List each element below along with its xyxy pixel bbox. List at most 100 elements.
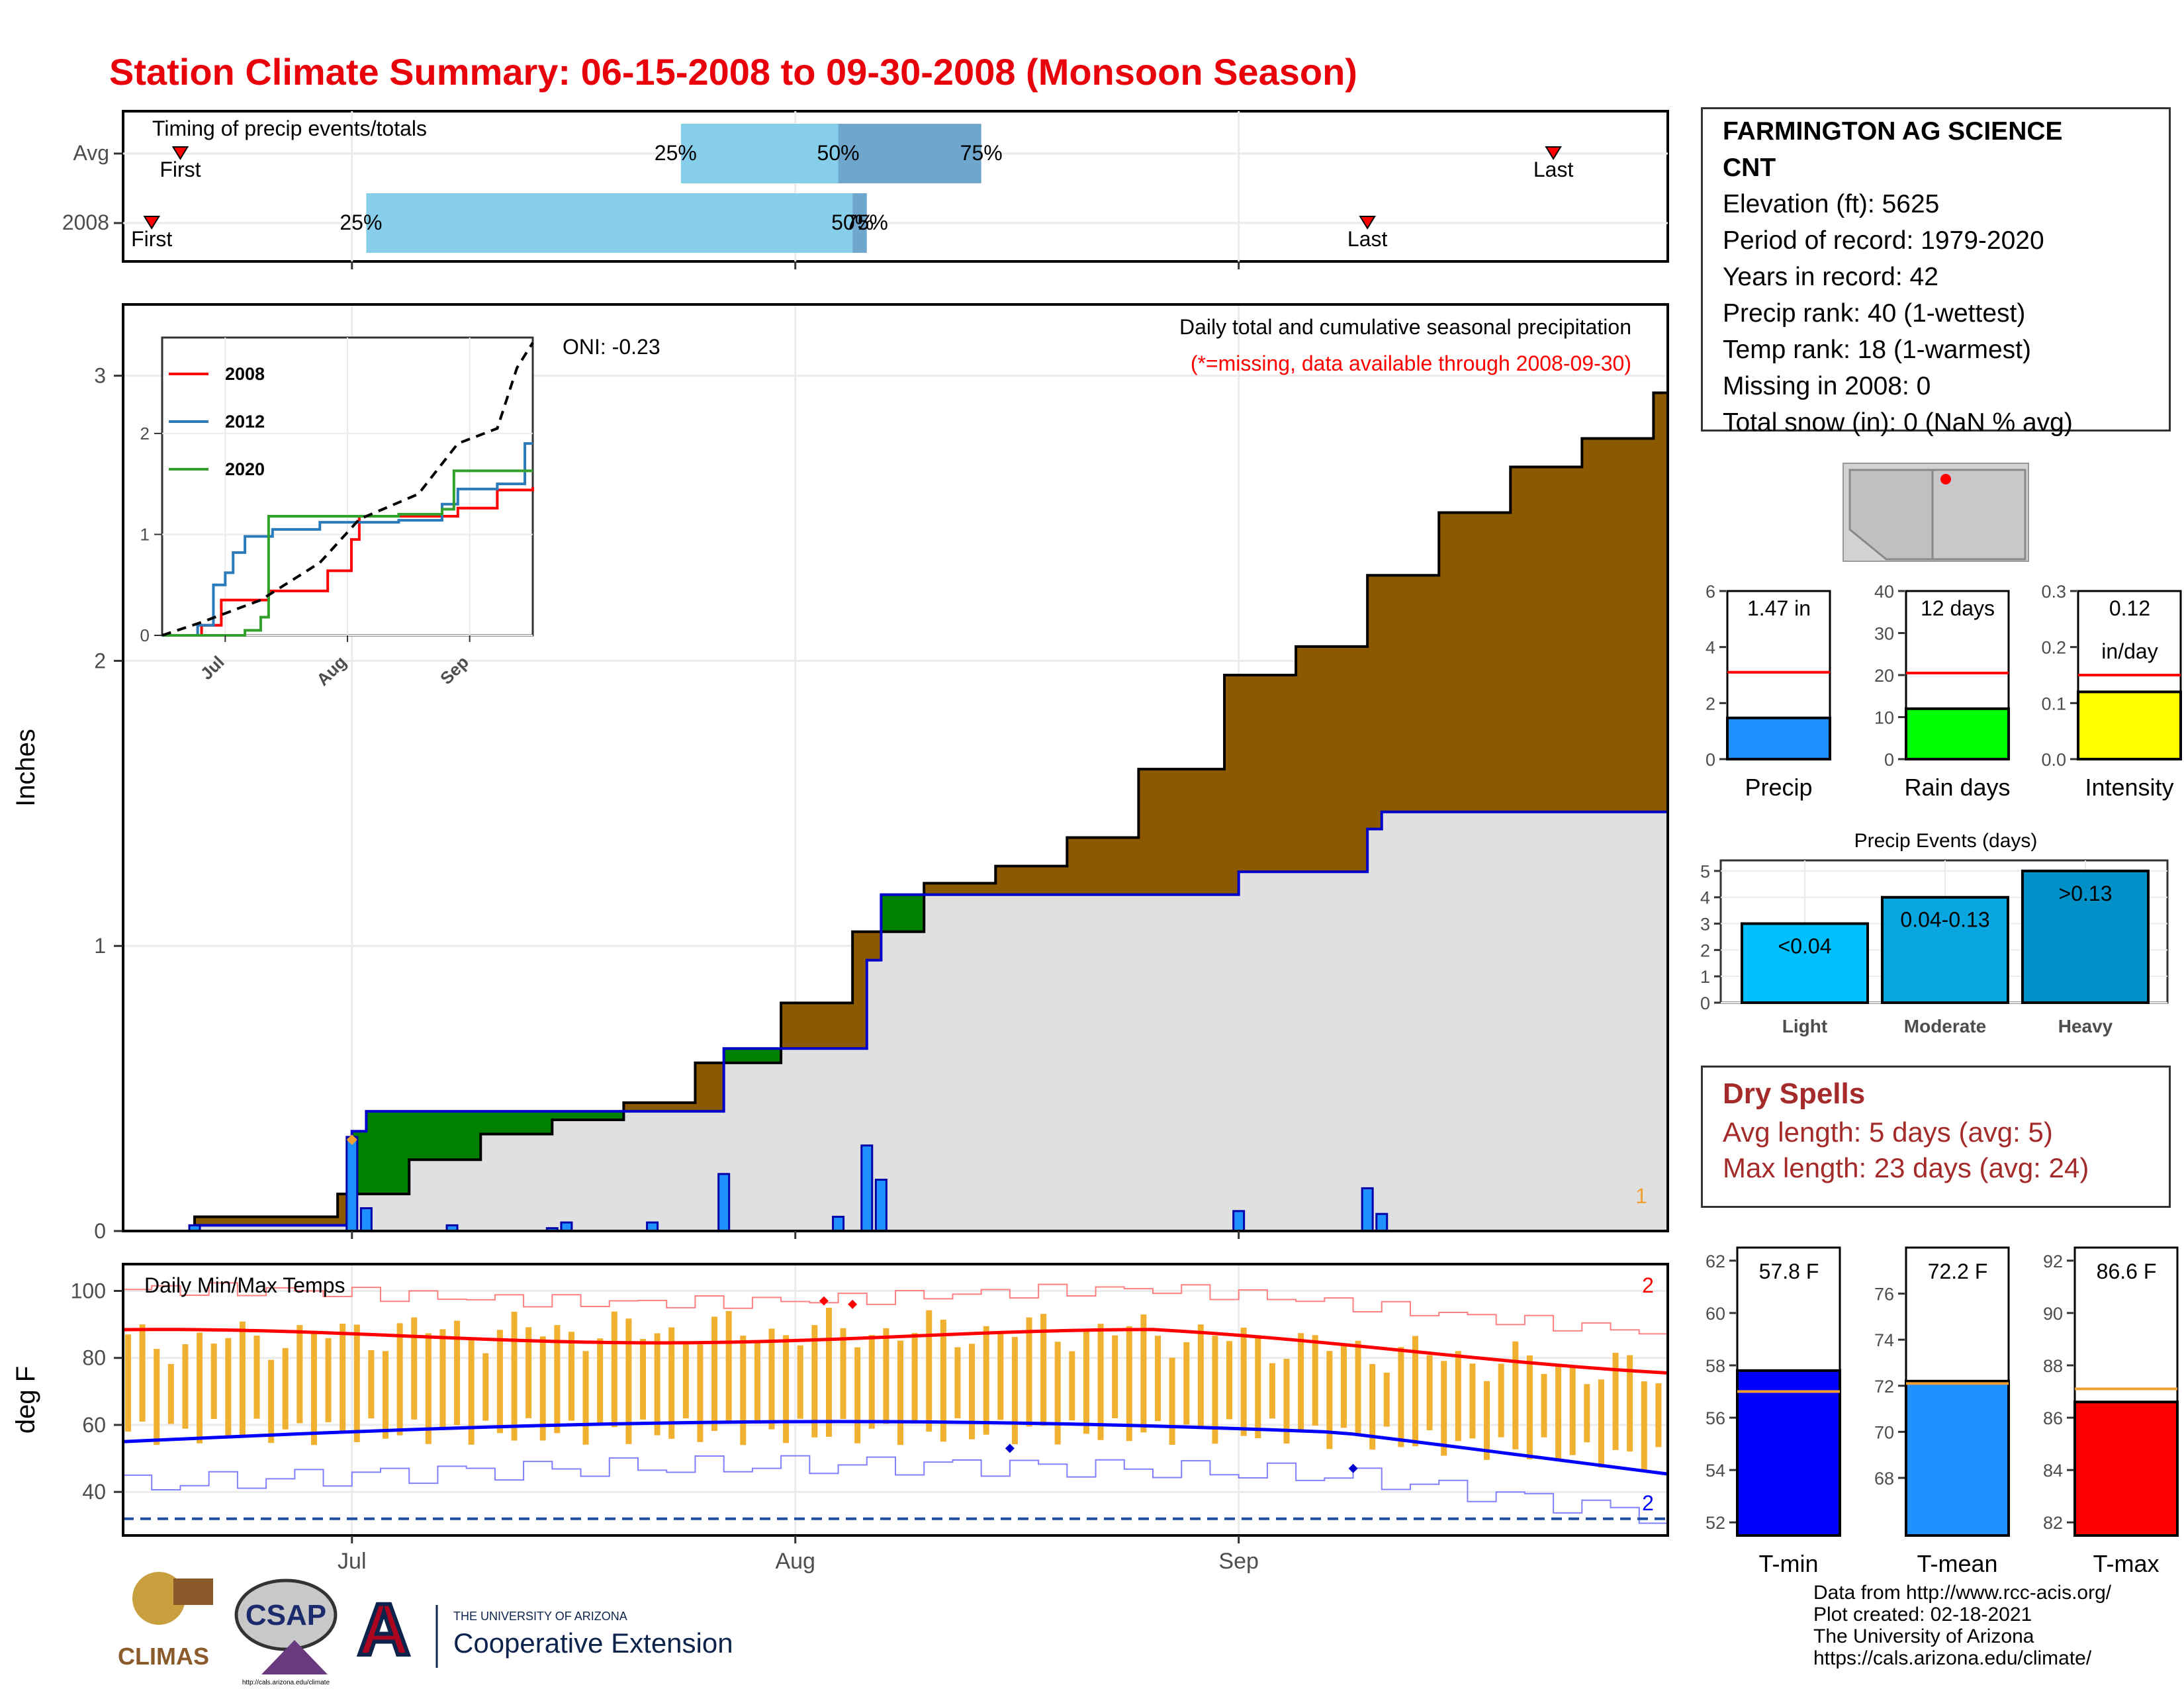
- daily-temp-bar: [210, 1343, 217, 1419]
- daily-temp-bar: [640, 1339, 646, 1420]
- daily-temp-bar: [897, 1340, 903, 1445]
- summary-rain-days-y-tick-label: 30: [1874, 624, 1894, 644]
- daily-temp-bar: [1569, 1365, 1576, 1455]
- daily-precip-bar: [860, 1144, 874, 1232]
- daily-temp-bar: [1069, 1351, 1075, 1421]
- event-category-label: Light: [1782, 1016, 1827, 1036]
- daily-precip-bar: [359, 1207, 373, 1232]
- daily-temp-bar: [997, 1332, 1004, 1420]
- daily-temp-bar: [125, 1334, 131, 1432]
- summary-precip-y-tick-label: 6: [1706, 582, 1715, 602]
- daily-temp-bar: [854, 1347, 861, 1443]
- credit-line-1: Data from http://www.rcc-acis.org/: [1813, 1582, 2112, 1604]
- temp-x-tick-label: Sep: [1218, 1549, 1259, 1574]
- daily-temp-bar: [1369, 1364, 1376, 1450]
- precip-y-tick-label: 0: [94, 1219, 106, 1243]
- daily-temp-bar: [1011, 1337, 1018, 1445]
- inset-legend-label: 2012: [225, 412, 265, 432]
- daily-temp-bar: [1455, 1351, 1461, 1441]
- station-period: Period of record: 1979-2020: [1723, 226, 2044, 255]
- record-high-line: [123, 1282, 1668, 1335]
- temp-summary-tmin-bar: [1736, 1369, 1841, 1537]
- summary-value-text: 12 days: [1921, 596, 1995, 620]
- summary-precip-y-tick-label: 4: [1706, 638, 1715, 658]
- daily-temp-bar: [768, 1328, 775, 1430]
- daily-temp-bar: [954, 1347, 961, 1418]
- daily-precip-bar: [832, 1215, 845, 1232]
- daily-temp-bar: [1526, 1355, 1533, 1459]
- dry-spells-title: Dry Spells: [1723, 1077, 1866, 1110]
- daily-temp-bar: [740, 1336, 747, 1445]
- station-name-2: CNT: [1723, 154, 1776, 182]
- daily-temp-bar: [582, 1351, 589, 1445]
- daily-temp-bar: [182, 1344, 189, 1429]
- temp-y-tick-label: 60: [82, 1413, 106, 1437]
- daily-precip-bar: [345, 1136, 359, 1232]
- event-category-label: Moderate: [1904, 1016, 1986, 1036]
- daily-temp-bar: [697, 1344, 704, 1442]
- daily-temp-bar: [1212, 1336, 1218, 1444]
- daily-temp-bar: [1469, 1363, 1476, 1439]
- daily-temp-bar: [1340, 1344, 1347, 1428]
- daily-temp-bar: [1040, 1314, 1047, 1426]
- inset-y-tick-label: 2: [140, 424, 150, 443]
- precip-y-axis-label: Inches: [11, 729, 40, 807]
- temp-panel-frame: [122, 1263, 1669, 1537]
- daily-temp-bar: [969, 1344, 976, 1440]
- daily-precip-bar: [717, 1173, 731, 1232]
- daily-temp-bar: [682, 1344, 689, 1419]
- temp-summary-tmin-y-tick-label: 62: [1706, 1252, 1725, 1271]
- temp-summary-tmax-label: T-max: [2093, 1550, 2159, 1577]
- record-precip-marker: [346, 1134, 357, 1146]
- events-y-tick-label: 2: [1700, 940, 1710, 960]
- daily-temp-bar: [368, 1350, 375, 1419]
- record-high-marker: [848, 1299, 858, 1309]
- summary-intensity-y-tick-label: 0.1: [2041, 694, 2066, 713]
- daily-temp-bar: [1255, 1336, 1261, 1439]
- daily-temp-bar: [1298, 1333, 1304, 1433]
- daily-temp-bar: [1183, 1342, 1190, 1425]
- temp-y-tick-label: 40: [82, 1480, 106, 1504]
- temp-summary-tmax-y-tick-label: 92: [2043, 1252, 2063, 1271]
- inset-legend-label: 2008: [225, 364, 265, 384]
- oni-label: ONI: -0.23: [563, 335, 660, 359]
- timing-q50-label: 50%: [831, 210, 874, 234]
- data-credit: Data from http://www.rcc-acis.org/ Plot …: [1813, 1582, 2111, 1669]
- timing-bar-q25-q50: [366, 193, 853, 253]
- daily-temp-bar: [554, 1325, 561, 1434]
- precip-panel-frame: [122, 303, 1669, 1232]
- summary-intensity-y-tick-label: 0.3: [2041, 582, 2066, 602]
- daily-temp-bar: [1283, 1359, 1290, 1444]
- events-y-tick-label: 5: [1700, 862, 1710, 882]
- daily-temp-bar: [868, 1335, 875, 1429]
- daily-temp-bar: [154, 1349, 160, 1445]
- record-low-marker: [1348, 1463, 1358, 1473]
- last-event-marker: [1545, 146, 1562, 160]
- daily-temp-bar: [1484, 1381, 1490, 1460]
- inset-legend-label: 2020: [225, 459, 265, 479]
- daily-temp-bar: [668, 1327, 675, 1439]
- daily-temp-bar: [482, 1353, 489, 1421]
- summary-intensity-y-tick-label: 0.2: [2041, 638, 2066, 658]
- dry-spells-max: Max length: 23 days (avg: 24): [1723, 1152, 2089, 1183]
- temp-summary-tmean-y-tick-label: 72: [1874, 1377, 1894, 1396]
- daily-temp-bar: [940, 1319, 946, 1442]
- daily-temp-bar: [754, 1342, 760, 1424]
- daily-temp-bar: [353, 1324, 360, 1442]
- daily-temp-bar: [268, 1359, 275, 1443]
- temp-summary-tmax-y-tick-label: 82: [2043, 1513, 2063, 1533]
- event-bar-label: <0.04: [1778, 935, 1832, 958]
- daily-temp-bar: [1169, 1357, 1175, 1445]
- climas-logo-sun: [132, 1572, 185, 1625]
- temp-x-tick-label: Jul: [338, 1549, 366, 1574]
- event-category-label: Heavy: [2058, 1016, 2113, 1036]
- daily-temp-bar: [1412, 1336, 1418, 1447]
- last-event-marker: [1359, 216, 1376, 230]
- temp-summary-tmean-y-tick-label: 70: [1874, 1422, 1894, 1442]
- daily-temp-bar: [1441, 1361, 1447, 1456]
- inset-avg-line: [161, 342, 534, 637]
- credit-line-2: Plot created: 02-18-2021: [1813, 1604, 2032, 1625]
- summary-value-unit: in/day: [2101, 639, 2158, 663]
- temp-summary-value-text: 57.8 F: [1759, 1259, 1819, 1283]
- timing-q25-label: 25%: [340, 210, 382, 234]
